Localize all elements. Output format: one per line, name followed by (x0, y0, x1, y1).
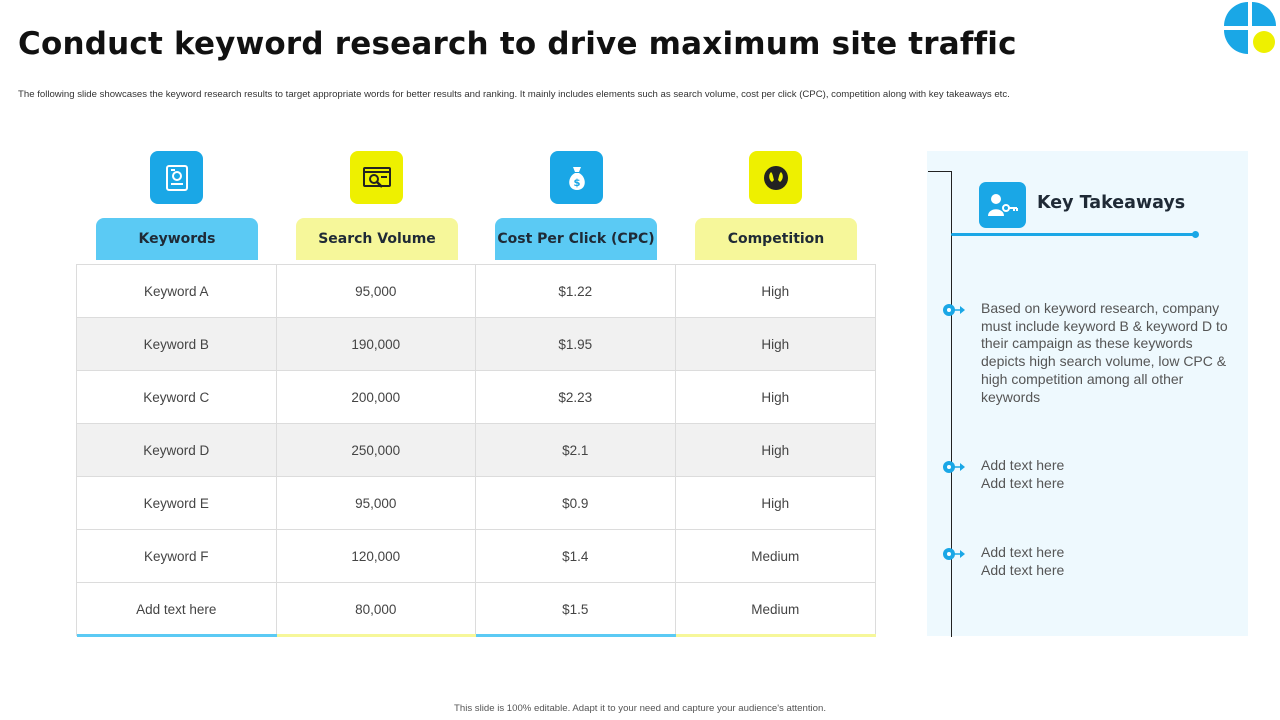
takeaways-underline (951, 231, 1199, 238)
page-subtitle: The following slide showcases the keywor… (18, 89, 1010, 100)
timeline-line (951, 171, 952, 637)
table-cell: 80,000 (277, 583, 476, 635)
table-cell: High (761, 442, 790, 458)
svg-text:$: $ (573, 178, 580, 189)
table-cell: $1.22 (476, 265, 676, 317)
table-cell: High (761, 336, 790, 352)
table-cell: 190,000 (277, 318, 476, 370)
table-row: Keyword C 200,000 $2.23 High (77, 371, 875, 424)
table-cell: $1.4 (476, 530, 676, 582)
table-cell: $2.23 (476, 371, 676, 423)
takeaway-text: Add text here Add text here (981, 457, 1065, 491)
money-bag-icon: $ (550, 151, 603, 204)
table-cell: High (761, 495, 790, 511)
panel-connector-line (928, 171, 952, 172)
table-row: Keyword F 120,000 $1.4 Medium (77, 530, 875, 583)
keyword-document-icon (150, 151, 203, 204)
takeaway-text: Based on keyword research, company must … (981, 300, 1228, 405)
table-cell: Keyword A (77, 265, 277, 317)
table-cell: Medium (751, 601, 800, 617)
person-key-icon (979, 182, 1026, 228)
table-row: Keyword E 95,000 $0.9 High (77, 477, 875, 530)
table-cell: $2.1 (476, 424, 676, 476)
bullet-arrow-icon (943, 304, 965, 316)
table-cell: Keyword B (77, 318, 277, 370)
column-accent-bar (277, 634, 477, 637)
table-cell: $1.5 (476, 583, 676, 635)
table-cell: High (761, 389, 790, 405)
table-row: Keyword A 95,000 $1.22 High (77, 265, 875, 318)
table-cell: Keyword F (77, 530, 277, 582)
table-cell: $1.95 (476, 318, 676, 370)
table-cell: Keyword C (77, 371, 277, 423)
competition-icon (749, 151, 802, 204)
column-header-competition: Competition (695, 218, 857, 260)
takeaways-title: Key Takeaways (1037, 193, 1186, 213)
takeaway-text: Add text here Add text here (981, 544, 1065, 578)
column-header-cpc: Cost Per Click (CPC) (495, 218, 657, 260)
footer-note: This slide is 100% editable. Adapt it to… (454, 703, 826, 714)
table-cell: 95,000 (277, 477, 476, 529)
table-cell: Keyword D (77, 424, 277, 476)
table-row: Keyword B 190,000 $1.95 High (77, 318, 875, 371)
table-cell: 250,000 (277, 424, 476, 476)
table-cell: Keyword E (77, 477, 277, 529)
bullet-arrow-icon (943, 461, 965, 473)
brand-logo-icon (1224, 2, 1276, 54)
column-header-keywords: Keywords (96, 218, 258, 260)
table-cell: 120,000 (277, 530, 476, 582)
column-accent-bar (476, 634, 676, 637)
table-cell: $0.9 (476, 477, 676, 529)
table-row: Add text here 80,000 $1.5 Medium (77, 583, 875, 636)
column-accent-bar (676, 634, 876, 637)
column-accent-bar (77, 634, 277, 637)
page-title: Conduct keyword research to drive maximu… (18, 26, 1017, 62)
bullet-arrow-icon (943, 548, 965, 560)
keyword-table: Keyword A 95,000 $1.22 High Keyword B 19… (76, 264, 876, 636)
search-analysis-icon (350, 151, 403, 204)
table-cell: High (761, 283, 790, 299)
table-cell: 95,000 (277, 265, 476, 317)
table-cell: Add text here (77, 583, 277, 635)
table-cell: Medium (751, 548, 800, 564)
column-header-search-volume: Search Volume (296, 218, 458, 260)
table-cell: 200,000 (277, 371, 476, 423)
table-row: Keyword D 250,000 $2.1 High (77, 424, 875, 477)
